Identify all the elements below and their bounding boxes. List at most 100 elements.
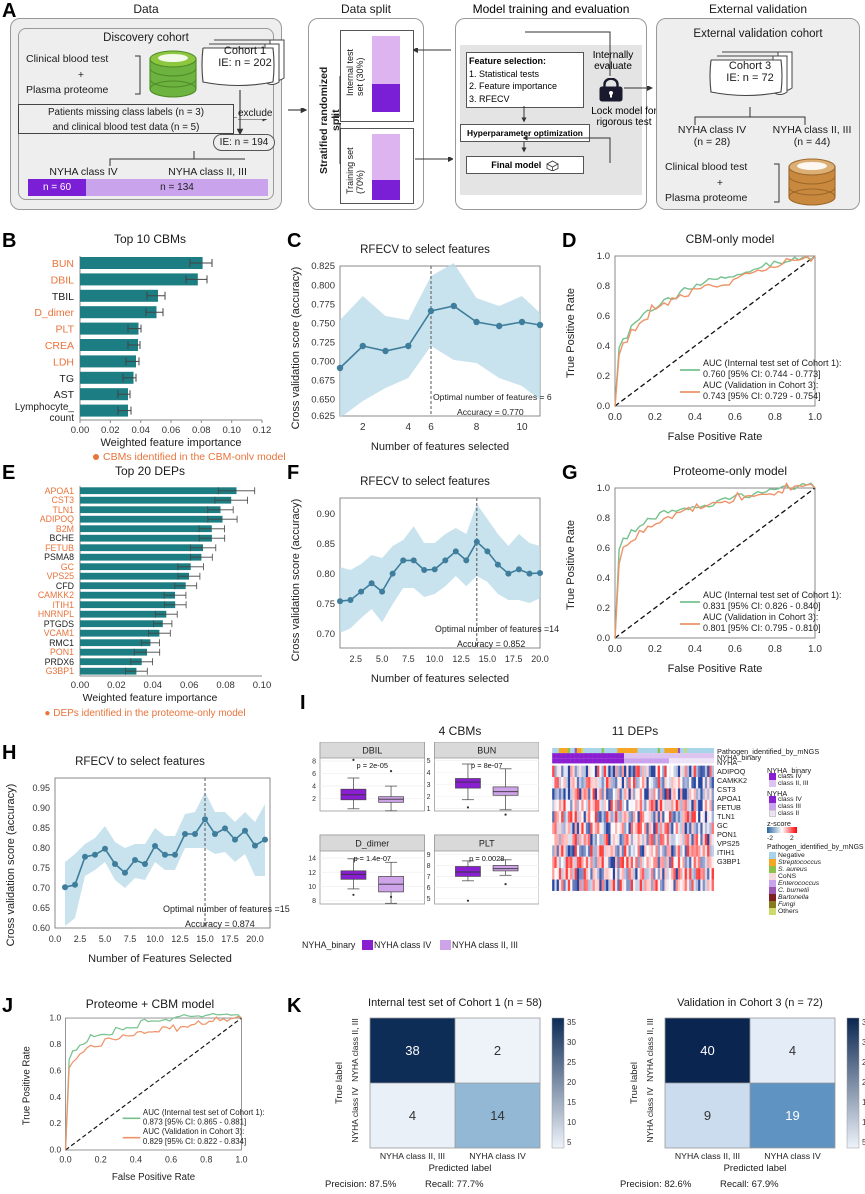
svg-text:0.08: 0.08 <box>192 425 211 436</box>
svg-text:1.0: 1.0 <box>808 412 822 423</box>
svg-text:17.5: 17.5 <box>505 654 523 664</box>
svg-text:10.0: 10.0 <box>146 934 164 944</box>
svg-text:AUC (Internal test set of Coho: AUC (Internal test set of Cohort 1): <box>143 1108 265 1117</box>
svg-text:0.90: 0.90 <box>317 509 336 520</box>
svg-text:0.0: 0.0 <box>49 934 62 944</box>
svg-text:AUC (Validation in Cohort 3):: AUC (Validation in Cohort 3): <box>703 612 818 622</box>
svg-text:2: 2 <box>312 796 316 803</box>
svg-text:0.0: 0.0 <box>597 633 610 644</box>
svg-text:Number of features selected: Number of features selected <box>371 673 509 685</box>
svg-text:7: 7 <box>427 874 431 881</box>
svg-text:p = 8e-07: p = 8e-07 <box>471 761 502 770</box>
svg-text:LDH: LDH <box>53 356 74 368</box>
svg-text:0.6: 0.6 <box>50 1065 62 1075</box>
svg-text:PLT: PLT <box>56 324 75 336</box>
svg-text:0.10: 0.10 <box>222 425 241 436</box>
svg-text:BUN: BUN <box>52 258 74 270</box>
svg-text:NYHA class II, III: NYHA class II, III <box>350 1018 360 1082</box>
svg-text:0.8: 0.8 <box>768 412 782 423</box>
svg-text:True label: True label <box>629 1062 640 1104</box>
svg-text:0.65: 0.65 <box>32 903 50 913</box>
svg-text:p = 1.4e-07: p = 1.4e-07 <box>353 854 391 863</box>
svg-text:7.5: 7.5 <box>124 934 137 944</box>
svg-text:5.0: 5.0 <box>376 654 389 664</box>
svg-text:0.10: 0.10 <box>253 680 272 690</box>
svg-text:20.0: 20.0 <box>531 654 549 664</box>
svg-text:0.75: 0.75 <box>317 599 336 610</box>
svg-text:2: 2 <box>360 422 366 433</box>
svg-text:8: 8 <box>427 863 431 870</box>
svg-text:True label: True label <box>334 1062 345 1104</box>
svg-text:CST3: CST3 <box>52 495 75 505</box>
svg-text:0.8: 0.8 <box>768 644 782 655</box>
svg-text:1.0: 1.0 <box>50 1013 62 1023</box>
svg-text:9: 9 <box>704 1108 711 1123</box>
svg-text:0.6: 0.6 <box>728 412 742 423</box>
svg-text:NYHA class IV: NYHA class IV <box>350 1087 360 1143</box>
svg-text:0.08: 0.08 <box>216 680 235 690</box>
svg-text:0.85: 0.85 <box>32 823 50 833</box>
svg-text:0.0: 0.0 <box>608 644 622 655</box>
svg-text:NYHA class IV: NYHA class IV <box>469 1151 526 1161</box>
svg-text:6: 6 <box>312 771 316 778</box>
svg-text:PSMA8: PSMA8 <box>44 552 74 562</box>
svg-text:1.0: 1.0 <box>597 483 610 494</box>
svg-text:0.0: 0.0 <box>608 412 622 423</box>
svg-text:AUC (Internal test set of Coho: AUC (Internal test set of Cohort 1): <box>703 590 842 600</box>
svg-text:0.2: 0.2 <box>50 1118 62 1128</box>
svg-text:TBIL: TBIL <box>52 291 74 303</box>
svg-text:0.4: 0.4 <box>688 644 702 655</box>
svg-text:0.95: 0.95 <box>32 783 50 793</box>
svg-text:0.4: 0.4 <box>50 1092 62 1102</box>
svg-text:0.625: 0.625 <box>311 411 335 422</box>
svg-text:PON1: PON1 <box>50 647 74 657</box>
svg-text:Cross validation score (accura: Cross validation score (accuracy) <box>290 499 302 662</box>
svg-text:8: 8 <box>312 898 316 905</box>
svg-text:12.5: 12.5 <box>171 934 189 944</box>
svg-text:count: count <box>50 413 75 424</box>
svg-text:NYHA class II, III: NYHA class II, III <box>380 1151 445 1161</box>
svg-text:12.5: 12.5 <box>452 654 470 664</box>
svg-text:0.6: 0.6 <box>728 644 742 655</box>
svg-text:Cross validation score (accura: Cross validation score (accuracy) <box>5 784 17 947</box>
svg-text:D_dimer: D_dimer <box>34 307 74 319</box>
svg-text:17.5: 17.5 <box>221 934 239 944</box>
svg-text:Accuracy = 0.874: Accuracy = 0.874 <box>185 919 255 929</box>
svg-text:14: 14 <box>308 856 316 863</box>
svg-text:0.2: 0.2 <box>95 1154 107 1164</box>
svg-text:0.2: 0.2 <box>597 371 610 382</box>
svg-text:CREA: CREA <box>45 340 74 352</box>
svg-text:0.6: 0.6 <box>165 1154 177 1164</box>
svg-text:35: 35 <box>567 1018 576 1027</box>
svg-text:Optimal number of features =14: Optimal number of features =14 <box>435 624 559 634</box>
svg-text:0.775: 0.775 <box>311 300 335 311</box>
svg-text:BUN: BUN <box>477 746 496 756</box>
svg-text:Accuracy = 0.852: Accuracy = 0.852 <box>457 639 525 649</box>
svg-text:0.2: 0.2 <box>648 644 662 655</box>
svg-text:0.4: 0.4 <box>597 573 610 584</box>
svg-text:10: 10 <box>567 1118 576 1127</box>
svg-text:5: 5 <box>427 758 431 765</box>
svg-text:0.801 [95% CI: 0.795 - 0.810]: 0.801 [95% CI: 0.795 - 0.810] <box>703 623 821 633</box>
svg-text:0.760 [95% CI: 0.744 - 0.773]: 0.760 [95% CI: 0.744 - 0.773] <box>703 369 821 379</box>
svg-text:4: 4 <box>789 1043 796 1058</box>
svg-text:0.8: 0.8 <box>597 513 610 524</box>
svg-text:0.75: 0.75 <box>32 863 50 873</box>
svg-text:5: 5 <box>427 896 431 903</box>
svg-text:15.0: 15.0 <box>479 654 497 664</box>
svg-text:0.04: 0.04 <box>131 425 150 436</box>
svg-text:p = 0.0028: p = 0.0028 <box>469 854 504 863</box>
svg-text:False Positive Rate: False Positive Rate <box>668 663 763 675</box>
svg-text:CBMs identified in the CBM-onl: CBMs identified in the CBM-only model <box>103 451 285 460</box>
svg-text:0.829 [95% CI: 0.822 - 0.834]: 0.829 [95% CI: 0.822 - 0.834] <box>143 1137 246 1146</box>
svg-text:0.04: 0.04 <box>144 680 163 690</box>
svg-text:10: 10 <box>516 422 528 433</box>
svg-text:2.5: 2.5 <box>74 934 87 944</box>
svg-text:8: 8 <box>474 422 480 433</box>
svg-text:Accuracy = 0.770: Accuracy = 0.770 <box>457 407 524 417</box>
svg-text:Weighted feature importance: Weighted feature importance <box>100 437 241 449</box>
svg-text:0.8: 0.8 <box>597 281 610 292</box>
svg-text:BCHE: BCHE <box>50 533 75 543</box>
svg-text:0.4: 0.4 <box>688 412 702 423</box>
svg-text:DBIL: DBIL <box>362 746 382 756</box>
